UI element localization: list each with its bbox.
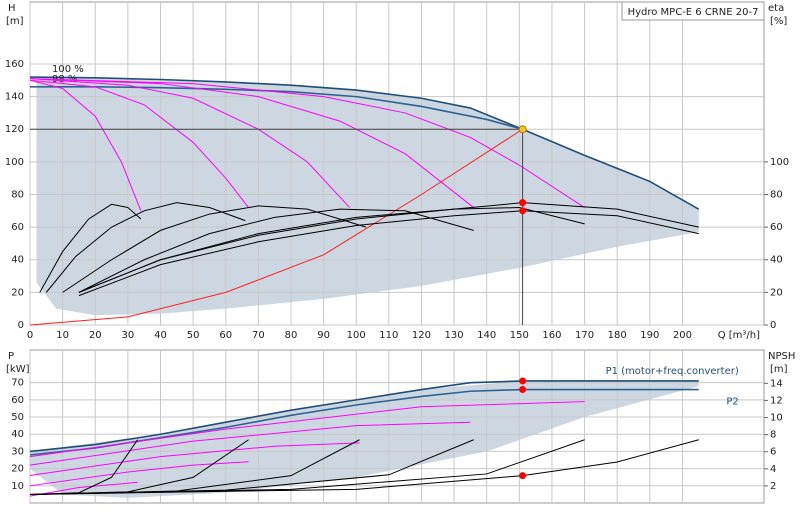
y-tick-label: 40 [11, 255, 24, 266]
y-axis-label: H [8, 3, 16, 14]
y2-tick-label: 8 [770, 430, 776, 441]
curve [78, 202, 699, 293]
x-tick-label: 130 [445, 330, 464, 341]
x-tick-label: 0 [27, 330, 33, 341]
y-tick-label: 40 [11, 429, 24, 440]
curve [29, 78, 585, 208]
y2-tick-label: 10 [770, 413, 783, 424]
y2-tick-label: 80 [770, 189, 783, 200]
x-tick-label: 140 [477, 330, 496, 341]
chart-title: Hydro MPC-E 6 CRNE 20-7 [628, 7, 759, 18]
y2-tick-label: 12 [770, 395, 783, 406]
y2-tick-label: 100 [770, 157, 789, 168]
curve [29, 461, 249, 487]
curve [45, 202, 246, 293]
title-box [621, 1, 765, 21]
duty-point [519, 207, 527, 215]
y2-tick-label: 2 [770, 481, 776, 492]
y-tick-label: 20 [11, 464, 24, 475]
y-axis-unit: [m] [6, 16, 24, 27]
y-tick-label: 70 [11, 378, 24, 389]
y2-axis-label: NPSH [768, 351, 795, 362]
duty-point [519, 377, 527, 385]
x-tick-label: 110 [379, 330, 398, 341]
curve [29, 401, 585, 458]
x-tick-label: 50 [187, 330, 200, 341]
y2-tick-label: 0 [770, 320, 776, 331]
curve [29, 421, 471, 466]
y-tick-label: 20 [11, 287, 24, 298]
y-tick-label: 160 [5, 59, 24, 70]
x-tick-label: 160 [542, 330, 561, 341]
curve [29, 380, 699, 453]
x-tick-label: 30 [121, 330, 134, 341]
x-tick-label: 10 [56, 330, 69, 341]
curve-label: 100 % [52, 64, 84, 75]
curve [29, 79, 142, 211]
y2-axis-label: eta [768, 3, 784, 14]
y-tick-label: 0 [18, 320, 24, 331]
curve [39, 203, 142, 293]
x-tick-label: 170 [575, 330, 594, 341]
y-tick-label: 10 [11, 481, 24, 492]
curve [29, 439, 585, 495]
y2-tick-label: 4 [770, 464, 776, 475]
x-tick-label: 40 [154, 330, 167, 341]
x-tick-label: 120 [412, 330, 431, 341]
y-tick-label: 100 [5, 157, 24, 168]
x-tick-label: 60 [219, 330, 232, 341]
x-tick-label: 180 [608, 330, 627, 341]
duty-point [519, 472, 527, 480]
duty-point [519, 199, 527, 207]
y-tick-label: 140 [5, 92, 24, 103]
x-tick-label: 200 [673, 330, 692, 341]
operating-range [36, 77, 699, 316]
x-tick-label: 90 [317, 330, 330, 341]
y-tick-label: 30 [11, 446, 24, 457]
y2-tick-label: 40 [770, 255, 783, 266]
x-tick-label: 100 [347, 330, 366, 341]
x-axis-label: Q [m³/h] [718, 330, 760, 341]
curve [29, 442, 360, 476]
y2-tick-label: 6 [770, 447, 776, 458]
curve-label: P2 [726, 397, 738, 408]
x-tick-label: 20 [89, 330, 102, 341]
y2-tick-label: 60 [770, 222, 783, 233]
x-tick-label: 70 [252, 330, 265, 341]
curve [29, 128, 523, 326]
y2-tick-label: 14 [770, 378, 783, 389]
curve [29, 481, 138, 497]
curve [29, 79, 249, 208]
y-tick-label: 120 [5, 124, 24, 135]
curve [29, 78, 351, 208]
y-axis-label: P [8, 351, 14, 362]
y2-axis-unit: [%] [770, 16, 787, 27]
duty-point [518, 125, 527, 134]
y-tick-label: 80 [11, 189, 24, 200]
x-tick-label: 150 [510, 330, 529, 341]
y-axis-unit: [kW] [6, 364, 30, 375]
y-tick-label: 50 [11, 412, 24, 423]
curve [29, 76, 700, 210]
curve [29, 78, 474, 208]
curve [78, 208, 474, 293]
curve [30, 86, 523, 131]
y-tick-label: 60 [11, 395, 24, 406]
curve [62, 205, 367, 293]
x-tick-label: 190 [640, 330, 659, 341]
y2-axis-unit: [m] [770, 364, 788, 375]
curve-label: P1 (motor+freq.converter) [606, 366, 739, 377]
duty-point [519, 386, 527, 394]
x-tick-label: 80 [285, 330, 298, 341]
curve [78, 210, 699, 297]
y-tick-label: 60 [11, 222, 24, 233]
y2-tick-label: 20 [770, 287, 783, 298]
